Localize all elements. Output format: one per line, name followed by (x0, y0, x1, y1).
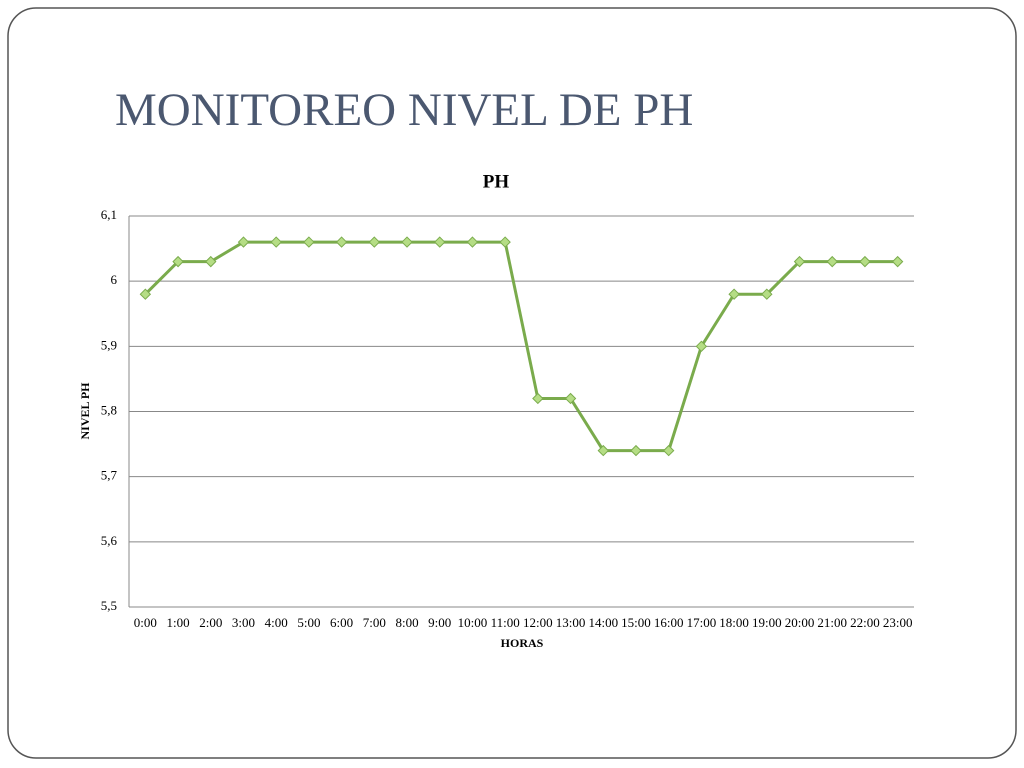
data-marker (499, 236, 511, 248)
data-marker (564, 392, 577, 405)
data-marker (826, 255, 838, 268)
slide-frame (7, 7, 1017, 759)
x-tick-label: 19:00 (752, 615, 782, 630)
x-tick-label: 18:00 (719, 615, 749, 630)
data-marker (401, 236, 413, 248)
data-marker (237, 236, 250, 248)
x-tick-label: 0:00 (134, 615, 157, 630)
x-tick-label: 15:00 (621, 615, 651, 630)
y-tick-label: 6,1 (101, 207, 117, 222)
x-tick-label: 6:00 (330, 615, 353, 630)
x-tick-label: 21:00 (817, 615, 847, 630)
data-marker (205, 255, 217, 268)
data-marker (335, 236, 348, 248)
data-marker (662, 444, 675, 457)
data-marker (368, 236, 381, 248)
x-axis-label: HORAS (501, 636, 544, 650)
x-tick-label: 9:00 (428, 615, 451, 630)
data-marker (695, 340, 708, 353)
y-tick-label: 5,7 (101, 468, 118, 483)
x-tick-label: 13:00 (556, 615, 586, 630)
data-marker (172, 255, 184, 268)
x-tick-label: 5:00 (297, 615, 320, 630)
y-tick-label: 5,5 (101, 598, 117, 613)
data-marker (793, 255, 806, 268)
x-tick-label: 10:00 (458, 615, 488, 630)
data-marker (761, 288, 773, 300)
data-marker (891, 255, 904, 268)
y-tick-label: 5,6 (101, 533, 118, 548)
x-tick-label: 1:00 (167, 615, 190, 630)
x-tick-label: 22:00 (850, 615, 880, 630)
chart-title: PH (483, 171, 510, 192)
x-tick-label: 20:00 (785, 615, 815, 630)
y-axis-label: NIVEL PH (78, 382, 92, 440)
data-marker (434, 236, 446, 248)
y-tick-label: 5,9 (101, 337, 117, 352)
x-tick-label: 17:00 (687, 615, 717, 630)
x-tick-label: 16:00 (654, 615, 684, 630)
x-tick-label: 4:00 (265, 615, 288, 630)
data-marker (303, 236, 315, 248)
data-marker (139, 288, 152, 300)
y-tick-label: 5,8 (101, 402, 117, 417)
x-tick-label: 12:00 (523, 615, 553, 630)
data-marker (597, 444, 609, 457)
x-tick-label: 14:00 (588, 615, 618, 630)
x-tick-label: 11:00 (491, 615, 520, 630)
x-tick-label: 3:00 (232, 615, 255, 630)
x-tick-label: 7:00 (363, 615, 386, 630)
data-marker (630, 444, 642, 457)
data-marker (466, 236, 479, 248)
x-tick-label: 2:00 (199, 615, 222, 630)
data-marker (859, 255, 871, 268)
data-marker (270, 236, 282, 248)
slide-title: MONITOREO NIVEL DE PH (115, 84, 693, 136)
data-marker (728, 288, 740, 300)
y-tick-label: 6 (111, 272, 118, 287)
x-tick-label: 8:00 (395, 615, 418, 630)
data-marker (532, 392, 544, 405)
x-tick-label: 23:00 (883, 615, 913, 630)
